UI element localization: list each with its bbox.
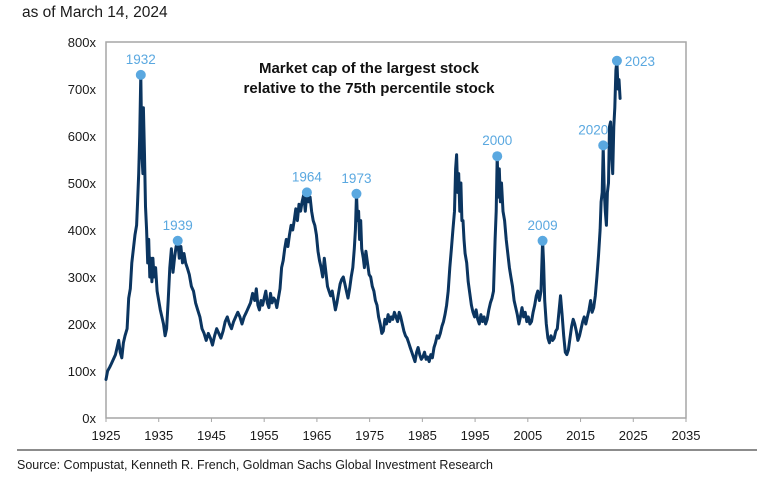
y-axis: 0x 100x 200x 300x 400x 500x 600x 700x 800x [68, 35, 97, 426]
x-tick-label: 1935 [144, 428, 173, 443]
as-of-date: as of March 14, 2024 [22, 4, 168, 21]
y-tick-label: 600x [68, 129, 97, 144]
y-tick-label: 0x [82, 411, 96, 426]
chart-title-line-1: Market cap of the largest stock [259, 60, 480, 77]
annotation-label: 1964 [292, 169, 323, 184]
annotation-label: 1939 [163, 218, 193, 233]
y-tick-label: 200x [68, 317, 97, 332]
y-tick-label: 700x [68, 82, 97, 97]
chart-title-line-2: relative to the 75th percentile stock [244, 80, 496, 97]
y-tick-label: 500x [68, 176, 97, 191]
footer-divider [17, 449, 757, 451]
series-line [104, 59, 622, 381]
x-tick-label: 1995 [461, 428, 490, 443]
x-tick-label: 2015 [566, 428, 595, 443]
x-tick-label: 1965 [302, 428, 331, 443]
plot-frame [105, 41, 687, 419]
annotation-marker [537, 235, 548, 246]
x-tick-label: 1925 [92, 428, 121, 443]
annotation-label: 2020 [578, 122, 608, 137]
annotation-marker [172, 235, 183, 246]
annotation-marker [135, 69, 146, 80]
source-note: Source: Compustat, Kenneth R. French, Go… [17, 458, 493, 472]
series-group [104, 59, 622, 381]
annotation-label: 2000 [482, 133, 512, 148]
annotation-marker [301, 187, 312, 198]
x-tick-label: 2035 [672, 428, 701, 443]
x-axis: 1925 1935 1945 1955 1965 1975 1985 1995 2005 2015… [92, 418, 701, 443]
y-tick-label: 100x [68, 364, 97, 379]
x-tick-label: 1945 [197, 428, 226, 443]
annotation-label: 1932 [126, 52, 156, 67]
annotation-marker [598, 140, 609, 151]
x-tick-label: 2025 [619, 428, 648, 443]
x-tick-label: 1985 [408, 428, 437, 443]
x-tick-label: 2005 [513, 428, 542, 443]
y-tick-label: 300x [68, 270, 97, 285]
annotation-label: 2009 [528, 218, 558, 233]
x-tick-label: 1975 [355, 428, 384, 443]
annotations-group: 1932 1939 1964 1973 2000 2009 2020 2023 [126, 52, 655, 246]
y-tick-label: 800x [68, 35, 97, 50]
chart-title: Market cap of the largest stock relative… [244, 60, 496, 97]
plot-frame-group [105, 41, 687, 419]
annotation-marker [492, 151, 503, 162]
y-tick-label: 400x [68, 223, 97, 238]
annotation-label: 2023 [625, 54, 655, 69]
annotation-marker [351, 188, 362, 199]
x-tick-label: 1955 [250, 428, 279, 443]
annotation-marker [611, 55, 622, 66]
annotation-label: 1973 [341, 171, 371, 186]
